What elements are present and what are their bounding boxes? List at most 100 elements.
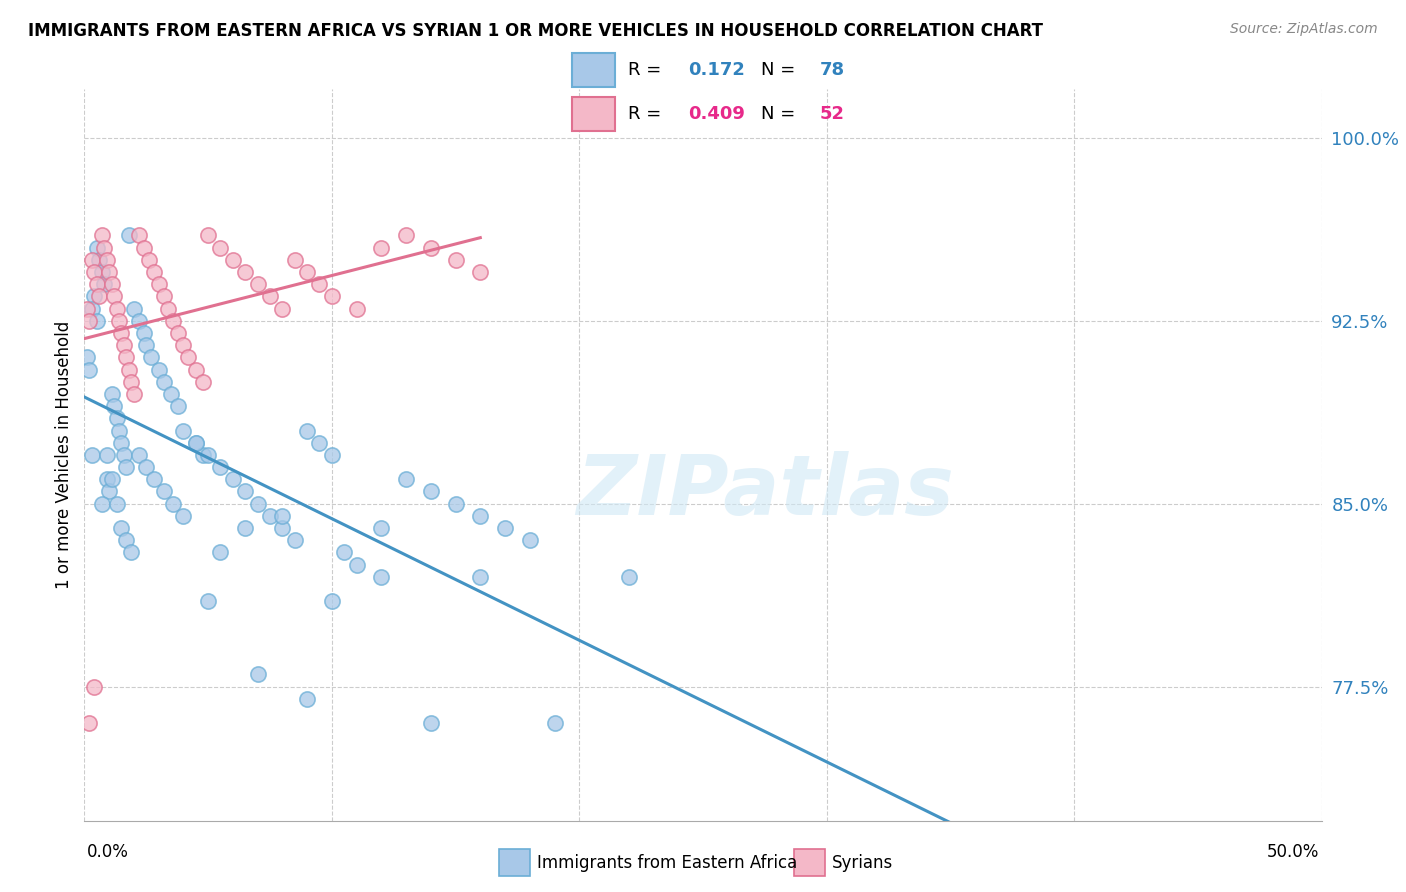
Point — [308, 435, 330, 450]
Point — [172, 338, 194, 352]
Point — [333, 545, 356, 559]
Point — [295, 424, 318, 438]
Point — [86, 277, 108, 292]
Point — [157, 301, 180, 316]
Point — [83, 265, 105, 279]
Point — [96, 252, 118, 267]
Point — [105, 301, 128, 316]
Point — [103, 399, 125, 413]
Point — [246, 667, 269, 681]
Point — [115, 351, 138, 365]
Point — [103, 289, 125, 303]
Point — [191, 448, 214, 462]
Text: N =: N = — [761, 105, 794, 123]
Point — [444, 252, 467, 267]
Point — [519, 533, 541, 548]
Point — [494, 521, 516, 535]
Point — [295, 691, 318, 706]
Point — [135, 338, 157, 352]
Point — [100, 277, 122, 292]
Point — [197, 228, 219, 243]
Point — [86, 314, 108, 328]
Point — [271, 301, 294, 316]
Point — [115, 460, 138, 475]
Point — [308, 277, 330, 292]
Point — [470, 570, 492, 584]
Point — [120, 375, 142, 389]
Point — [142, 472, 165, 486]
Point — [295, 265, 318, 279]
Point — [246, 277, 269, 292]
Point — [76, 301, 98, 316]
Point — [90, 497, 112, 511]
Point — [160, 387, 183, 401]
Point — [80, 448, 103, 462]
Text: 50.0%: 50.0% — [1267, 843, 1319, 861]
Point — [370, 241, 392, 255]
Point — [184, 435, 207, 450]
Point — [184, 362, 207, 376]
Point — [89, 289, 111, 303]
Point — [96, 472, 118, 486]
Point — [132, 241, 155, 255]
Point — [79, 716, 101, 731]
Point — [395, 228, 418, 243]
Point — [162, 314, 184, 328]
Point — [96, 448, 118, 462]
Point — [233, 484, 256, 499]
Point — [177, 351, 200, 365]
Point — [222, 472, 245, 486]
Point — [259, 289, 281, 303]
Point — [284, 252, 307, 267]
Point — [233, 521, 256, 535]
Point — [79, 314, 101, 328]
Point — [209, 241, 232, 255]
Point — [184, 435, 207, 450]
Point — [115, 533, 138, 548]
Point — [108, 314, 131, 328]
Point — [167, 326, 190, 340]
Point — [120, 545, 142, 559]
Point — [80, 252, 103, 267]
Point — [138, 252, 160, 267]
Point — [543, 716, 565, 731]
Point — [419, 716, 441, 731]
Point — [122, 387, 145, 401]
Point — [83, 680, 105, 694]
Text: 78: 78 — [820, 61, 845, 78]
FancyBboxPatch shape — [572, 97, 616, 131]
Point — [167, 399, 190, 413]
Point — [152, 484, 174, 499]
Text: Syrians: Syrians — [832, 854, 894, 871]
Point — [79, 362, 101, 376]
Point — [271, 508, 294, 523]
Text: N =: N = — [761, 61, 794, 78]
Point — [172, 424, 194, 438]
Point — [108, 424, 131, 438]
FancyBboxPatch shape — [572, 53, 616, 87]
Point — [110, 435, 132, 450]
Point — [197, 594, 219, 608]
Point — [233, 265, 256, 279]
Point — [444, 497, 467, 511]
Point — [80, 301, 103, 316]
Text: IMMIGRANTS FROM EASTERN AFRICA VS SYRIAN 1 OR MORE VEHICLES IN HOUSEHOLD CORRELA: IMMIGRANTS FROM EASTERN AFRICA VS SYRIAN… — [28, 22, 1043, 40]
Point — [152, 375, 174, 389]
Text: ZIPatlas: ZIPatlas — [576, 451, 953, 532]
Point — [128, 228, 150, 243]
Point — [162, 497, 184, 511]
Point — [135, 460, 157, 475]
Point — [110, 521, 132, 535]
Text: 0.172: 0.172 — [688, 61, 745, 78]
Point — [110, 326, 132, 340]
Point — [191, 375, 214, 389]
Text: 52: 52 — [820, 105, 845, 123]
Point — [98, 265, 121, 279]
Point — [222, 252, 245, 267]
Point — [172, 508, 194, 523]
Point — [93, 277, 115, 292]
Point — [152, 289, 174, 303]
Point — [419, 484, 441, 499]
Point — [370, 521, 392, 535]
Point — [271, 521, 294, 535]
